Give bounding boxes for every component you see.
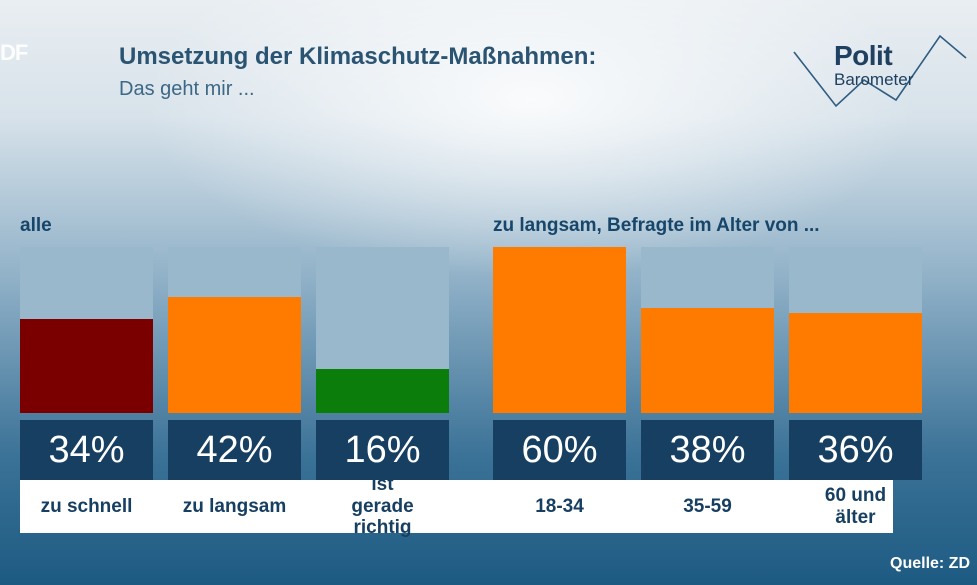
- bar-zu-schnell: [20, 319, 153, 413]
- bar-35-59: [641, 308, 774, 413]
- value-label-zu-schnell: 34%: [20, 420, 153, 480]
- bar-track-zu-langsam: [168, 247, 301, 413]
- value-label-18-34: 60%: [493, 420, 626, 480]
- logo-text-polit: Polit: [834, 40, 893, 71]
- bar-track-zu-schnell: [20, 247, 153, 413]
- category-label-ist-gerade-richtig: ist gerade richtig: [351, 473, 414, 539]
- value-label-zu-langsam: 42%: [168, 420, 301, 480]
- logo-checkmark-icon: [793, 34, 967, 108]
- value-label-35-59: 38%: [641, 420, 774, 480]
- category-label-60-und-aelter: 60 und älter: [824, 484, 887, 528]
- group-label-all: alle: [20, 215, 52, 236]
- category-label-zu-langsam: zu langsam: [182, 495, 287, 517]
- value-label-ist-gerade-richtig: 16%: [316, 420, 449, 480]
- bar-zu-langsam: [168, 297, 301, 413]
- logo-text-barometer: Barometer: [834, 70, 914, 89]
- chart-title: Umsetzung der Klimaschutz-Maßnahmen:: [119, 43, 597, 70]
- bar-ist-gerade-richtig: [316, 369, 449, 413]
- bar-60-und-aelter: [789, 313, 922, 413]
- group-label-age: zu langsam, Befragte im Alter von ...: [493, 215, 820, 236]
- broadcaster-logo-fragment: DF: [0, 40, 28, 65]
- chart-subtitle: Das geht mir ...: [119, 78, 255, 100]
- bar-track-18-34: [493, 247, 626, 413]
- politbarometer-logo: Polit Barometer: [790, 34, 970, 114]
- category-label-35-59: 35-59: [683, 495, 732, 517]
- value-label-60-und-aelter: 36%: [789, 420, 922, 480]
- category-label-18-34: 18-34: [535, 495, 584, 517]
- bar-track-ist-gerade-richtig: [316, 247, 449, 413]
- bar-18-34: [493, 247, 626, 413]
- bar-track-60-und-aelter: [789, 247, 922, 413]
- category-label-zu-schnell: zu schnell: [40, 495, 133, 517]
- bar-track-35-59: [641, 247, 774, 413]
- source-note: Quelle: ZD: [890, 555, 971, 572]
- category-label-strip: [20, 480, 893, 533]
